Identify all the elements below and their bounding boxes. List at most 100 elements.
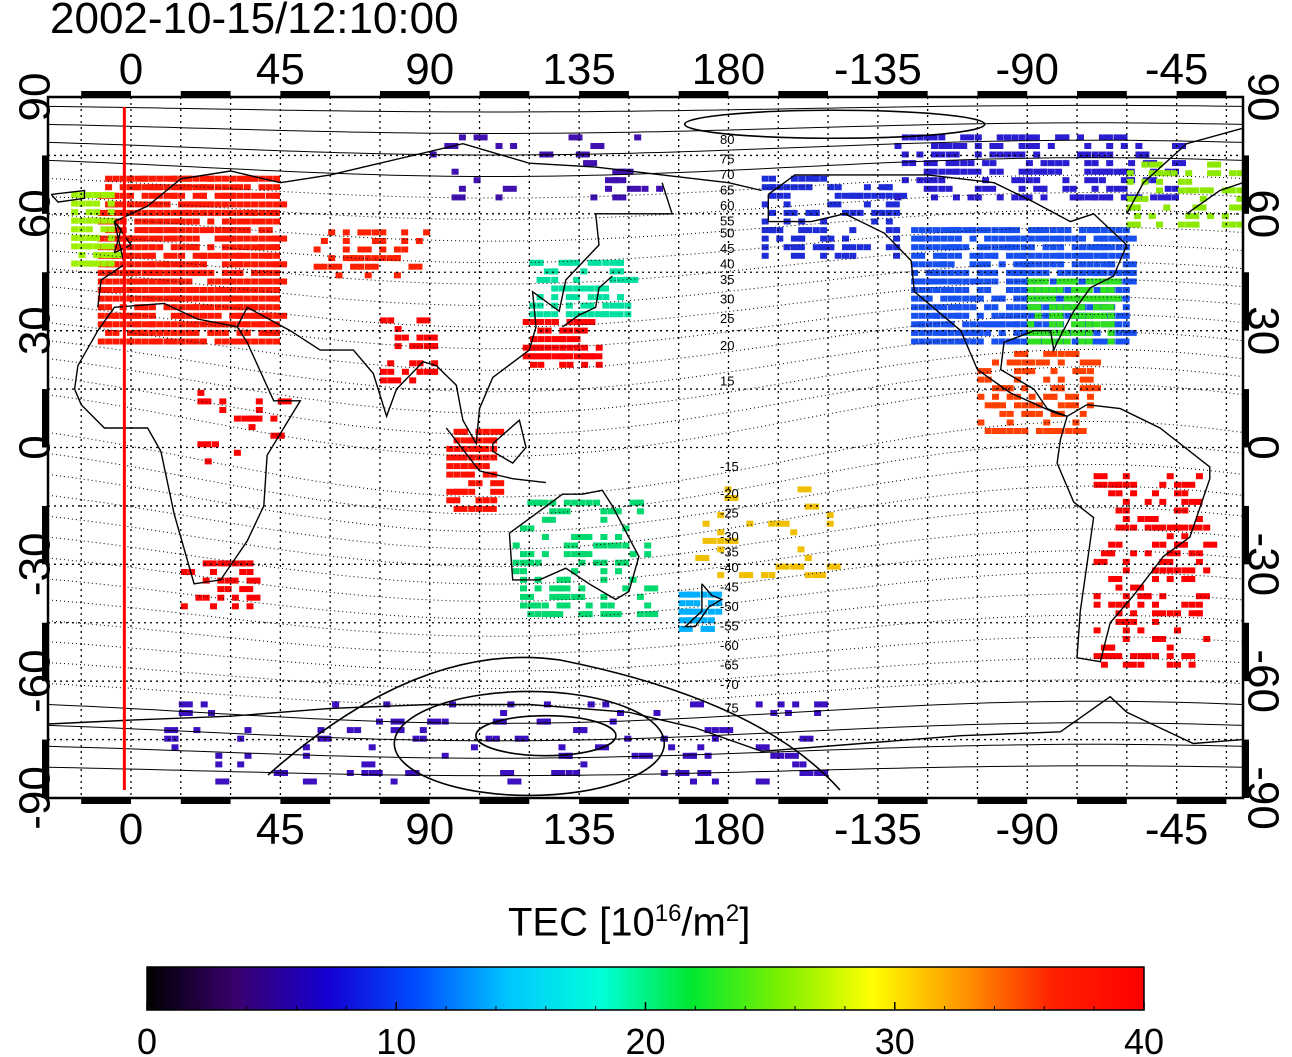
tec-cell	[482, 454, 490, 461]
tec-cell	[585, 499, 593, 506]
tec-cell	[1107, 338, 1115, 345]
tec-cell	[127, 287, 141, 293]
tec-cell	[265, 209, 280, 216]
tec-cell	[1020, 235, 1028, 242]
tec-cell	[1057, 359, 1065, 366]
tec-cell	[239, 569, 247, 575]
tec-cell	[551, 302, 559, 309]
tec-cell	[989, 168, 997, 175]
lat-tick-label-right: 30	[1239, 306, 1288, 355]
tec-cell	[207, 278, 215, 285]
tec-cell	[215, 752, 223, 759]
tec-cell	[1122, 278, 1137, 285]
tec-cell	[170, 218, 185, 225]
tec-cell	[1093, 321, 1100, 328]
tec-cell	[273, 209, 281, 216]
tec-cell	[622, 525, 630, 532]
tec-cell	[1098, 168, 1113, 175]
tec-cell	[1115, 524, 1130, 531]
tec-cell	[1203, 541, 1218, 548]
frame-tick-top	[977, 91, 1028, 97]
tec-cell	[416, 368, 424, 375]
tec-cell	[820, 175, 828, 182]
frame-tick-left	[42, 739, 48, 798]
tec-cell	[894, 194, 902, 201]
tec-cell	[559, 344, 567, 351]
tec-cell	[1100, 661, 1108, 668]
tec-cell	[918, 287, 926, 293]
tec-cell	[871, 192, 879, 199]
tec-cell	[141, 278, 149, 285]
tec-cell	[1043, 393, 1058, 400]
tec-cell	[593, 542, 608, 549]
tec-cell	[947, 287, 955, 293]
contour-label: 50	[720, 225, 734, 240]
tec-cell	[644, 585, 659, 592]
tec-cell	[156, 329, 164, 336]
tec-cell	[1221, 187, 1236, 194]
tec-cell	[989, 160, 997, 167]
tec-cell	[590, 194, 598, 201]
tec-cell	[962, 287, 970, 293]
contour-line	[47, 593, 1244, 637]
tec-cell	[969, 227, 977, 234]
tec-cell	[148, 192, 163, 199]
tec-cell	[482, 428, 490, 435]
contour-line	[47, 104, 1244, 113]
tec-cell	[1152, 541, 1159, 548]
tec-cell	[578, 611, 593, 618]
tec-cell	[350, 255, 365, 262]
tec-cell	[1079, 235, 1086, 242]
tec-cell	[409, 343, 424, 350]
tec-cell	[1137, 593, 1152, 600]
tec-cell	[313, 246, 321, 253]
tec-cell	[107, 226, 115, 233]
tec-cell	[197, 389, 205, 396]
tec-cell	[947, 329, 955, 336]
tec-cell	[820, 244, 835, 251]
tec-cell	[820, 235, 828, 242]
tec-cell	[1159, 498, 1167, 505]
tec-cell	[1057, 376, 1065, 383]
tec-cell	[1006, 312, 1013, 319]
tec-cell	[529, 311, 537, 318]
tec-cell	[931, 143, 938, 149]
tec-cell	[1071, 321, 1086, 328]
tec-cell	[1049, 329, 1057, 336]
tec-cell	[984, 278, 992, 285]
tec-cell	[1014, 428, 1021, 434]
tec-cell	[317, 727, 325, 734]
frame-tick-right	[1243, 739, 1249, 798]
tec-cell	[992, 428, 1006, 434]
tec-cell	[178, 252, 186, 259]
tec-cell	[200, 252, 207, 259]
tec-cell	[1042, 321, 1050, 328]
tec-cell	[207, 321, 222, 328]
tec-cell	[1207, 170, 1222, 177]
tec-cell	[192, 304, 200, 311]
contour-label: 80	[720, 132, 734, 147]
contour-label: -65	[720, 658, 739, 673]
tec-cell	[394, 334, 402, 341]
tec-cell	[977, 368, 992, 375]
tec-cell	[1043, 419, 1051, 426]
tec-cell	[761, 175, 769, 182]
tec-cell	[826, 520, 834, 527]
tec-cell	[1152, 567, 1159, 574]
tec-cell	[85, 217, 93, 224]
tec-cell	[71, 226, 79, 233]
lat-tick-label-left: 60	[10, 189, 59, 238]
tec-cell	[71, 192, 79, 198]
tec-cell	[441, 718, 449, 725]
contour-label: -20	[720, 486, 739, 501]
tec-cell	[1107, 287, 1115, 293]
tec-cell	[1107, 278, 1122, 285]
tec-cell	[717, 529, 725, 536]
tec-cell	[600, 611, 615, 618]
tec-cell	[364, 255, 372, 262]
tec-cell	[580, 268, 588, 275]
tec-cell	[717, 572, 725, 579]
tec-cell	[615, 534, 622, 540]
tec-cell	[490, 454, 498, 461]
tec-cell	[1006, 419, 1014, 426]
